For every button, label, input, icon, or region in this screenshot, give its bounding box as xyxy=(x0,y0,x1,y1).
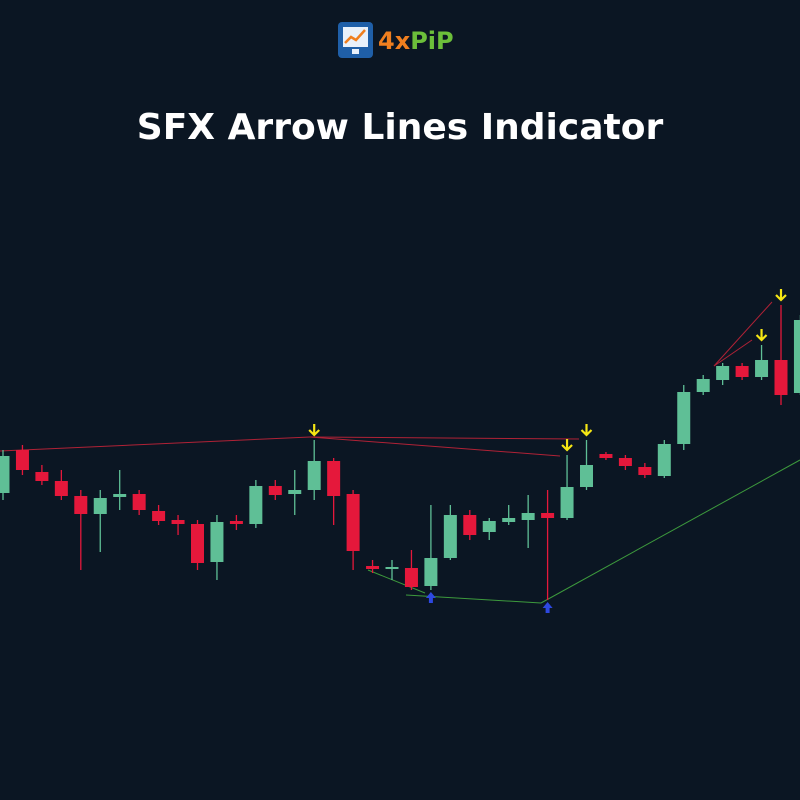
candle-body xyxy=(93,498,107,514)
candle-body xyxy=(249,486,263,524)
candle-body xyxy=(735,366,749,377)
sell-arrow xyxy=(308,424,320,437)
candle-body xyxy=(15,450,29,470)
candle-body xyxy=(346,494,360,551)
candle-body xyxy=(521,513,535,520)
candle-body xyxy=(716,366,730,380)
buy-arrow xyxy=(425,592,436,603)
buy-line xyxy=(540,459,800,604)
logo-text: 4xPiP xyxy=(378,27,454,55)
candle-body xyxy=(152,511,166,521)
logo-text-a: 4x xyxy=(378,27,411,55)
candle-body xyxy=(288,490,302,494)
candle-body xyxy=(229,521,243,524)
candle-body xyxy=(307,461,321,490)
candle-body xyxy=(210,522,224,562)
candle-body xyxy=(560,487,574,518)
candle-body xyxy=(599,454,613,458)
candle-body xyxy=(191,524,204,563)
candle-body xyxy=(580,465,593,487)
sell-line xyxy=(309,436,561,457)
logo-stand xyxy=(352,49,359,54)
sell-arrow xyxy=(580,424,593,437)
candle-body xyxy=(385,567,399,569)
buy-arrow xyxy=(542,602,553,613)
candle-body xyxy=(677,392,691,444)
candle-body xyxy=(327,461,341,496)
sell-arrow xyxy=(775,289,787,302)
candle-body xyxy=(443,515,457,558)
candle-body xyxy=(541,513,555,518)
sell-line xyxy=(0,436,311,452)
candle-body xyxy=(35,472,49,481)
sell-arrow xyxy=(755,329,768,342)
candle-body xyxy=(113,494,127,497)
candle-body xyxy=(463,515,477,535)
candle-body xyxy=(502,518,516,522)
candle-body xyxy=(404,568,418,587)
candle-body xyxy=(132,494,146,510)
logo-arrow xyxy=(344,29,366,44)
sell-line xyxy=(713,339,753,367)
candle-body xyxy=(696,379,710,392)
candle-body xyxy=(638,467,652,475)
chart-title: SFX Arrow Lines Indicator xyxy=(137,107,664,148)
candle-body xyxy=(74,496,88,514)
candle-body xyxy=(268,486,282,495)
candle-body xyxy=(424,558,438,586)
candle-body xyxy=(366,566,380,569)
candle-body xyxy=(482,521,496,532)
logo: 4xPiP xyxy=(338,22,454,58)
candle-body xyxy=(657,444,671,476)
logo-text-b: PiP xyxy=(410,27,453,55)
sell-line xyxy=(309,436,580,440)
candle-body xyxy=(755,360,769,377)
buy-line xyxy=(367,569,426,594)
candle-body xyxy=(171,520,185,524)
candle-body xyxy=(54,481,68,496)
candle-body xyxy=(618,458,632,466)
candle-body xyxy=(793,320,800,393)
candle-body xyxy=(774,360,788,395)
sell-line xyxy=(713,301,773,367)
sell-arrow xyxy=(561,439,573,452)
candle-body xyxy=(0,456,10,493)
